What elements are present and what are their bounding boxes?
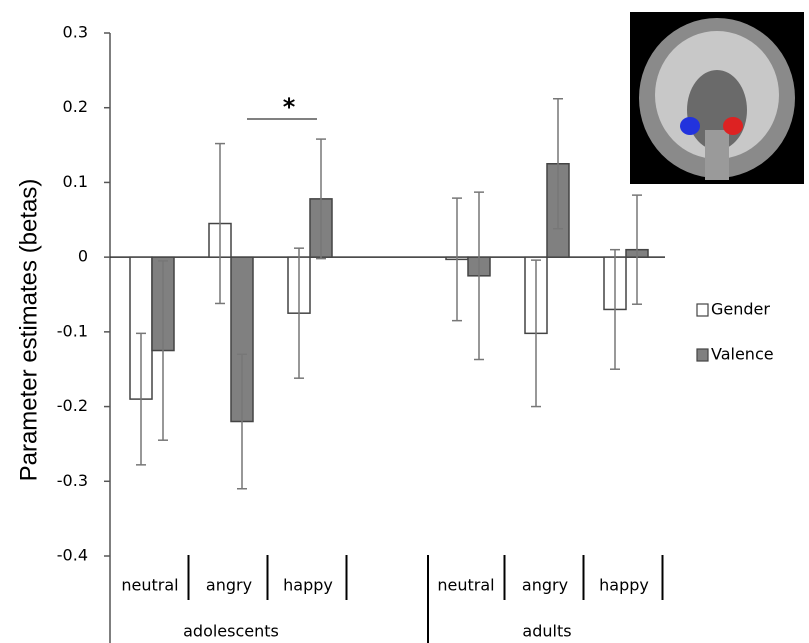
x-tick-label: angry (522, 576, 568, 595)
x-tick-label: happy (283, 576, 333, 595)
legend-swatch (696, 348, 709, 362)
y-axis-label: Parameter estimates (betas) (15, 179, 42, 482)
error-bar (215, 142, 225, 305)
brain-inset (630, 12, 804, 184)
error-bar (632, 194, 642, 305)
group-label: adults (522, 622, 571, 641)
x-tick-label: neutral (437, 576, 494, 595)
error-bar (452, 197, 462, 322)
significance-star: * (283, 93, 296, 121)
y-tick-label: 0.1 (63, 172, 88, 191)
y-tick-label: -0.4 (57, 546, 88, 565)
error-bar (531, 259, 541, 408)
error-bar (294, 247, 304, 379)
legend-label: Gender (711, 300, 770, 319)
error-bar (553, 97, 563, 230)
group-label: adolescents (183, 622, 279, 641)
y-tick-label: -0.2 (57, 396, 88, 415)
error-bar (474, 191, 484, 361)
error-bar (136, 332, 146, 466)
y-tick-label: -0.3 (57, 471, 88, 490)
error-bar (158, 260, 168, 441)
x-tick-label: happy (599, 576, 649, 595)
y-tick-label: 0.2 (63, 97, 88, 116)
y-tick-label: -0.1 (57, 321, 88, 340)
y-tick-label: 0.3 (63, 23, 88, 42)
legend-label: Valence (711, 345, 774, 364)
error-bar (316, 138, 326, 260)
legend-swatch (696, 303, 709, 317)
x-tick-label: neutral (121, 576, 178, 595)
x-tick-label: angry (206, 576, 252, 595)
error-bar (610, 248, 620, 370)
y-tick-label: 0 (78, 247, 88, 266)
error-bar (237, 353, 247, 490)
